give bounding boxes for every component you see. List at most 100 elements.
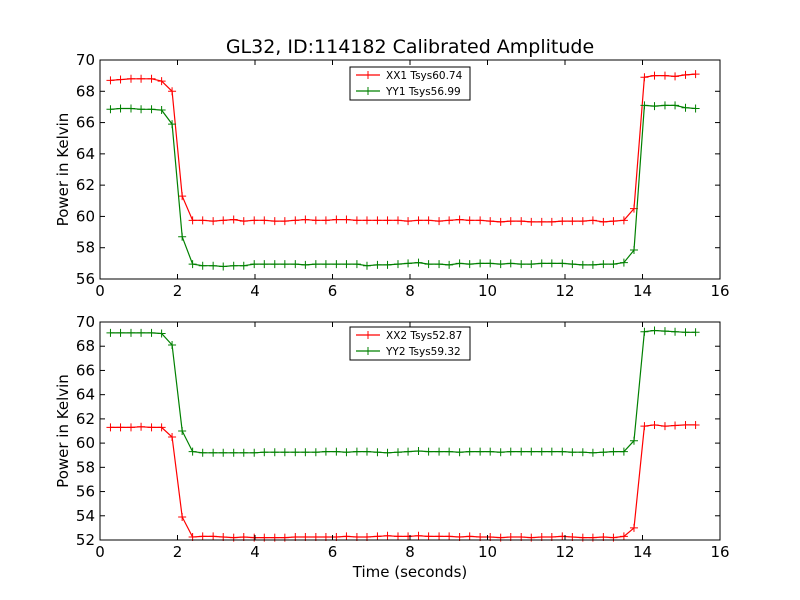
series-line-1 [110, 104, 696, 268]
data-point [629, 246, 638, 255]
x-tick-label: 0 [95, 282, 105, 300]
data-point [157, 77, 166, 86]
data-point [362, 261, 371, 270]
data-point [198, 216, 207, 225]
data-point [424, 216, 433, 225]
data-point [486, 447, 495, 456]
legend-label: YY1 Tsys56.99 [385, 86, 461, 98]
series-line-0 [110, 73, 696, 223]
data-point [352, 216, 361, 225]
data-point [147, 74, 156, 83]
x-tick-label: 16 [710, 282, 729, 300]
y-tick-label: 64 [76, 386, 95, 404]
data-point [681, 70, 690, 79]
data-point [280, 260, 289, 269]
data-point [301, 260, 310, 269]
data-point [209, 217, 218, 226]
data-point [455, 259, 464, 268]
data-point [537, 259, 546, 268]
data-point [362, 447, 371, 456]
data-point [291, 260, 300, 269]
data-point [188, 447, 197, 456]
data-point [527, 217, 536, 226]
y-tick-label: 56 [76, 483, 95, 501]
data-point [127, 423, 135, 432]
data-point [445, 216, 454, 225]
x-tick-label: 12 [555, 282, 574, 300]
data-point [342, 532, 351, 541]
data-point [671, 101, 680, 110]
data-point [640, 327, 649, 336]
data-point [414, 446, 423, 455]
data-point [588, 216, 597, 225]
legend-marker [364, 87, 372, 95]
x-tick-label: 10 [478, 282, 497, 300]
data-point [671, 327, 680, 336]
data-point [147, 105, 156, 114]
data-point [650, 326, 659, 335]
data-point [558, 217, 567, 226]
data-point [547, 259, 556, 268]
data-point [506, 259, 515, 268]
data-point [691, 420, 700, 429]
data-point [681, 420, 690, 429]
data-point [270, 448, 279, 457]
data-point [568, 448, 577, 457]
data-point [691, 328, 700, 337]
data-point [393, 260, 402, 269]
data-point [445, 532, 454, 541]
data-point [321, 216, 330, 225]
data-point [537, 217, 546, 226]
x-tick-label: 10 [478, 543, 497, 561]
data-point [178, 192, 187, 201]
data-point [250, 448, 259, 457]
data-point [311, 260, 320, 269]
data-point [435, 532, 444, 541]
data-point [239, 448, 248, 457]
data-point [352, 447, 361, 456]
data-point [157, 106, 166, 115]
data-point [229, 448, 238, 457]
data-point [629, 436, 638, 445]
data-point [342, 448, 351, 457]
y-tick-label: 58 [76, 458, 95, 476]
data-point [291, 448, 300, 457]
data-point [671, 421, 680, 430]
data-point [270, 260, 279, 269]
data-point [209, 532, 218, 541]
data-point [383, 216, 392, 225]
data-point [496, 448, 505, 457]
data-point [229, 215, 238, 224]
data-point [260, 216, 269, 225]
data-point [106, 105, 115, 114]
y-tick-label: 70 [76, 313, 95, 331]
y-tick-label: 60 [76, 434, 95, 452]
data-point [393, 448, 402, 457]
data-point [414, 216, 423, 225]
data-point [301, 215, 310, 224]
data-point [599, 217, 608, 226]
legend-label: XX1 Tsys60.74 [386, 70, 463, 82]
data-point [547, 217, 556, 226]
data-point [198, 261, 207, 270]
data-point [465, 447, 474, 456]
data-point [660, 422, 669, 431]
data-point [506, 447, 515, 456]
data-point [465, 260, 474, 269]
y-axis-label: Power in Kelvin [54, 374, 72, 488]
data-point [383, 531, 392, 540]
data-point [404, 447, 413, 456]
data-point [178, 512, 187, 521]
data-point [127, 74, 135, 83]
data-point [640, 422, 649, 431]
y-tick-label: 68 [76, 82, 95, 100]
data-point [116, 75, 125, 84]
data-point [404, 259, 413, 268]
data-point [178, 232, 187, 241]
data-point [137, 328, 146, 337]
y-tick-label: 60 [76, 207, 95, 225]
data-point [168, 341, 177, 350]
data-point [568, 217, 577, 226]
data-point [188, 260, 197, 269]
legend-marker [364, 347, 372, 355]
